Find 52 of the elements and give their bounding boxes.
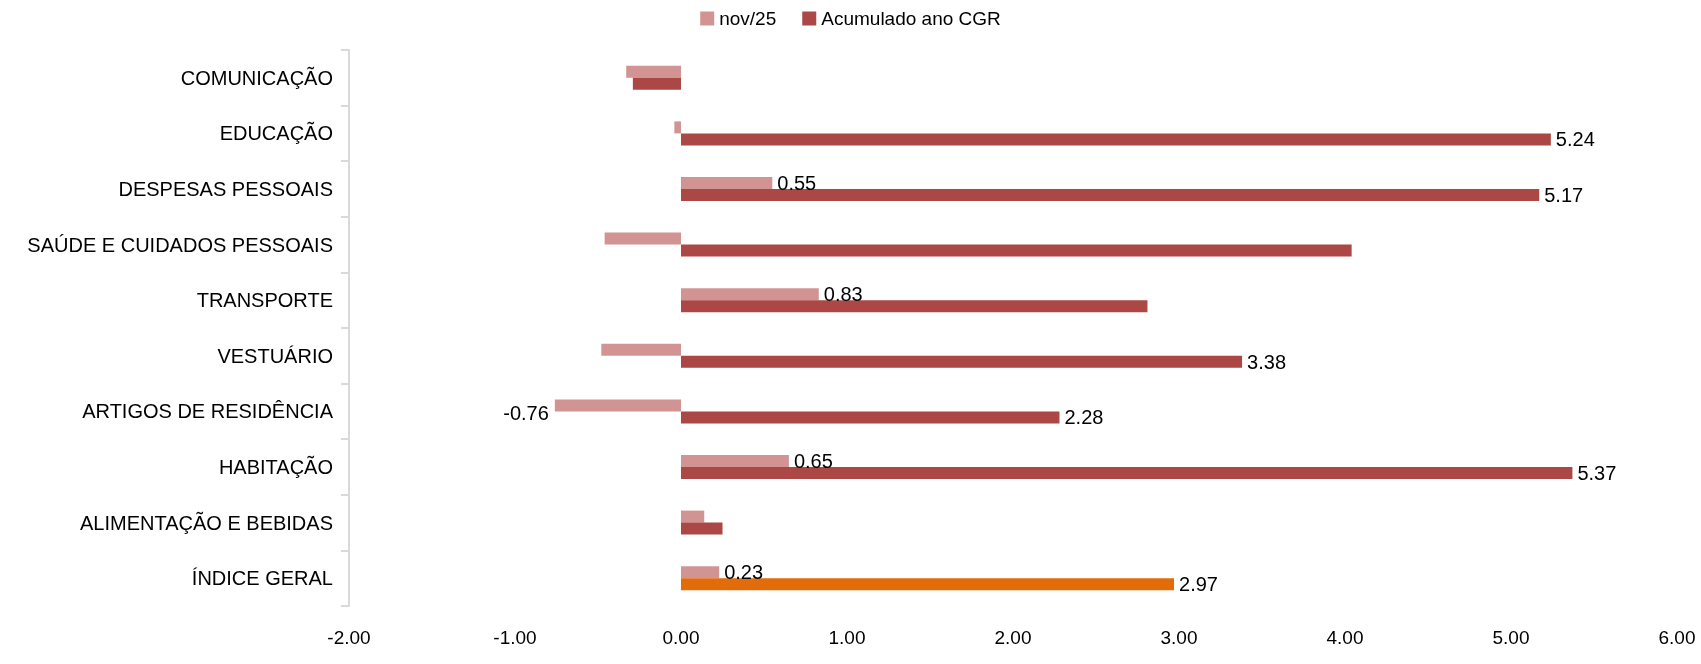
y-tick-label: DESPESAS PESSOAIS — [118, 178, 333, 200]
bar — [681, 411, 1060, 424]
data-label: 5.17 — [1544, 184, 1584, 206]
bar — [681, 133, 1551, 146]
y-tick-label: ÍNDICE GERAL — [191, 567, 333, 590]
bar — [604, 232, 681, 245]
bar — [554, 399, 681, 412]
bar — [674, 121, 681, 134]
data-label: 0.55 — [777, 172, 817, 194]
y-tick-label: SAÚDE E CUIDADOS PESSOAIS — [27, 233, 333, 256]
x-tick-label: 0.00 — [662, 627, 700, 648]
data-label: 5.37 — [1577, 462, 1617, 484]
x-tick-label: -1.00 — [493, 627, 537, 648]
legend-label: nov/25 — [719, 8, 777, 29]
data-label: 5.24 — [1555, 128, 1595, 151]
x-tick-label: 6.00 — [1658, 627, 1696, 648]
y-tick-label: EDUCAÇÃO — [219, 121, 333, 145]
bar — [632, 77, 681, 90]
y-tick-label: ARTIGOS DE RESIDÊNCIA — [82, 400, 334, 423]
data-label: 0.83 — [823, 283, 863, 306]
data-label: 2.28 — [1064, 406, 1104, 429]
y-tick-label: TRANSPORTE — [196, 289, 333, 312]
data-label: 3.38 — [1247, 350, 1287, 373]
data-label: 0.23 — [724, 561, 764, 584]
bar — [681, 244, 1352, 257]
bar — [681, 455, 789, 467]
bar — [681, 467, 1573, 479]
y-tick-label: HABITAÇÃO — [218, 455, 333, 478]
bar — [681, 522, 723, 535]
data-label: 0.65 — [793, 450, 833, 472]
legend-label: Acumulado ano CGR — [821, 8, 1001, 29]
bar — [681, 189, 1540, 201]
data-label: 2.97 — [1179, 573, 1218, 596]
y-tick-label: VESTUÁRIO — [217, 344, 333, 367]
bar — [681, 355, 1243, 368]
bar — [681, 566, 720, 579]
data-label: -0.76 — [503, 402, 549, 425]
x-tick-label: 5.00 — [1492, 627, 1530, 648]
x-tick-label: 3.00 — [1160, 627, 1198, 648]
x-tick-label: 4.00 — [1326, 627, 1364, 648]
bar — [601, 343, 681, 356]
x-tick-label: 1.00 — [828, 627, 866, 648]
x-tick-label: 2.00 — [994, 627, 1032, 648]
y-tick-label: COMUNICAÇÃO — [180, 65, 333, 89]
bar — [626, 65, 681, 78]
bar — [681, 510, 705, 523]
y-tick-label: ALIMENTAÇÃO E BEBIDAS — [79, 510, 333, 534]
bar — [681, 300, 1148, 313]
bar — [681, 288, 819, 301]
x-tick-label: -2.00 — [327, 627, 371, 648]
bar — [681, 177, 773, 189]
bar — [681, 578, 1175, 591]
